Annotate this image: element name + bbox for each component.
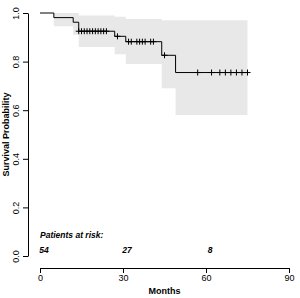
y-tick: 0.8 <box>11 56 28 69</box>
censor-mark <box>114 33 120 39</box>
x-axis: 0 30 60 90 <box>38 268 295 283</box>
censor-mark <box>128 39 134 45</box>
at-risk-count: 27 <box>121 245 133 255</box>
y-tick-label: 0.6 <box>11 104 21 117</box>
x-tick-label: 90 <box>284 273 294 283</box>
y-tick: 0.2 <box>11 202 28 215</box>
y-tick-label: 0.0 <box>11 250 21 263</box>
censor-mark <box>209 70 215 76</box>
confidence-band <box>40 13 248 115</box>
x-tick-label: 0 <box>38 273 43 283</box>
censor-mark <box>228 70 234 76</box>
plot-area <box>40 13 251 115</box>
at-risk-count: 8 <box>208 245 213 255</box>
y-tick-label: 0.4 <box>11 153 21 166</box>
y-tick-mark <box>23 110 28 111</box>
x-tick-mark <box>289 268 290 273</box>
censor-mark <box>142 39 148 45</box>
at-risk-label: Patients at risk: <box>40 230 103 240</box>
censor-mark <box>239 70 245 76</box>
x-tick-mark <box>123 268 124 273</box>
censor-mark <box>222 70 228 76</box>
y-tick-mark <box>23 62 28 63</box>
y-tick: 0.4 <box>11 153 28 166</box>
censor-mark <box>195 70 201 76</box>
x-tick-mark <box>206 268 207 273</box>
y-tick-mark <box>23 159 28 160</box>
x-tick: 90 <box>284 268 294 283</box>
x-tick: 0 <box>38 268 43 283</box>
y-tick-mark <box>23 256 28 257</box>
y-tick-label: 1.0 <box>11 7 21 20</box>
y-tick-mark <box>23 13 28 14</box>
y-axis-title: Survival Probability <box>1 92 11 176</box>
censor-mark <box>103 28 109 34</box>
y-tick-label: 0.8 <box>11 56 21 69</box>
y-tick: 1.0 <box>11 7 28 20</box>
censor-mark <box>162 52 168 58</box>
x-axis-title: Months <box>149 286 181 296</box>
x-tick-mark <box>40 268 41 273</box>
y-tick: 0.6 <box>11 104 28 117</box>
y-tick-label: 0.2 <box>11 202 21 215</box>
x-tick: 60 <box>201 268 211 283</box>
censor-mark <box>217 70 223 76</box>
y-axis: 0.0 0.2 0.4 0.6 0.8 1.0 <box>11 7 29 263</box>
survival-curve <box>40 13 248 73</box>
x-tick-label: 60 <box>201 273 211 283</box>
censor-mark <box>245 70 251 76</box>
x-axis-line <box>41 268 290 269</box>
y-tick-mark <box>23 207 28 208</box>
chart: 0 30 60 90 0.0 0.2 0.4 0.6 0.8 1.0 Months Survival … <box>0 0 300 298</box>
at-risk-count: 54 <box>39 245 49 255</box>
censor-mark <box>233 70 239 76</box>
x-tick-label: 30 <box>118 273 128 283</box>
y-axis-line <box>28 14 29 257</box>
y-tick: 0.0 <box>11 250 28 263</box>
censor-mark <box>150 39 156 45</box>
x-tick: 30 <box>118 268 128 283</box>
